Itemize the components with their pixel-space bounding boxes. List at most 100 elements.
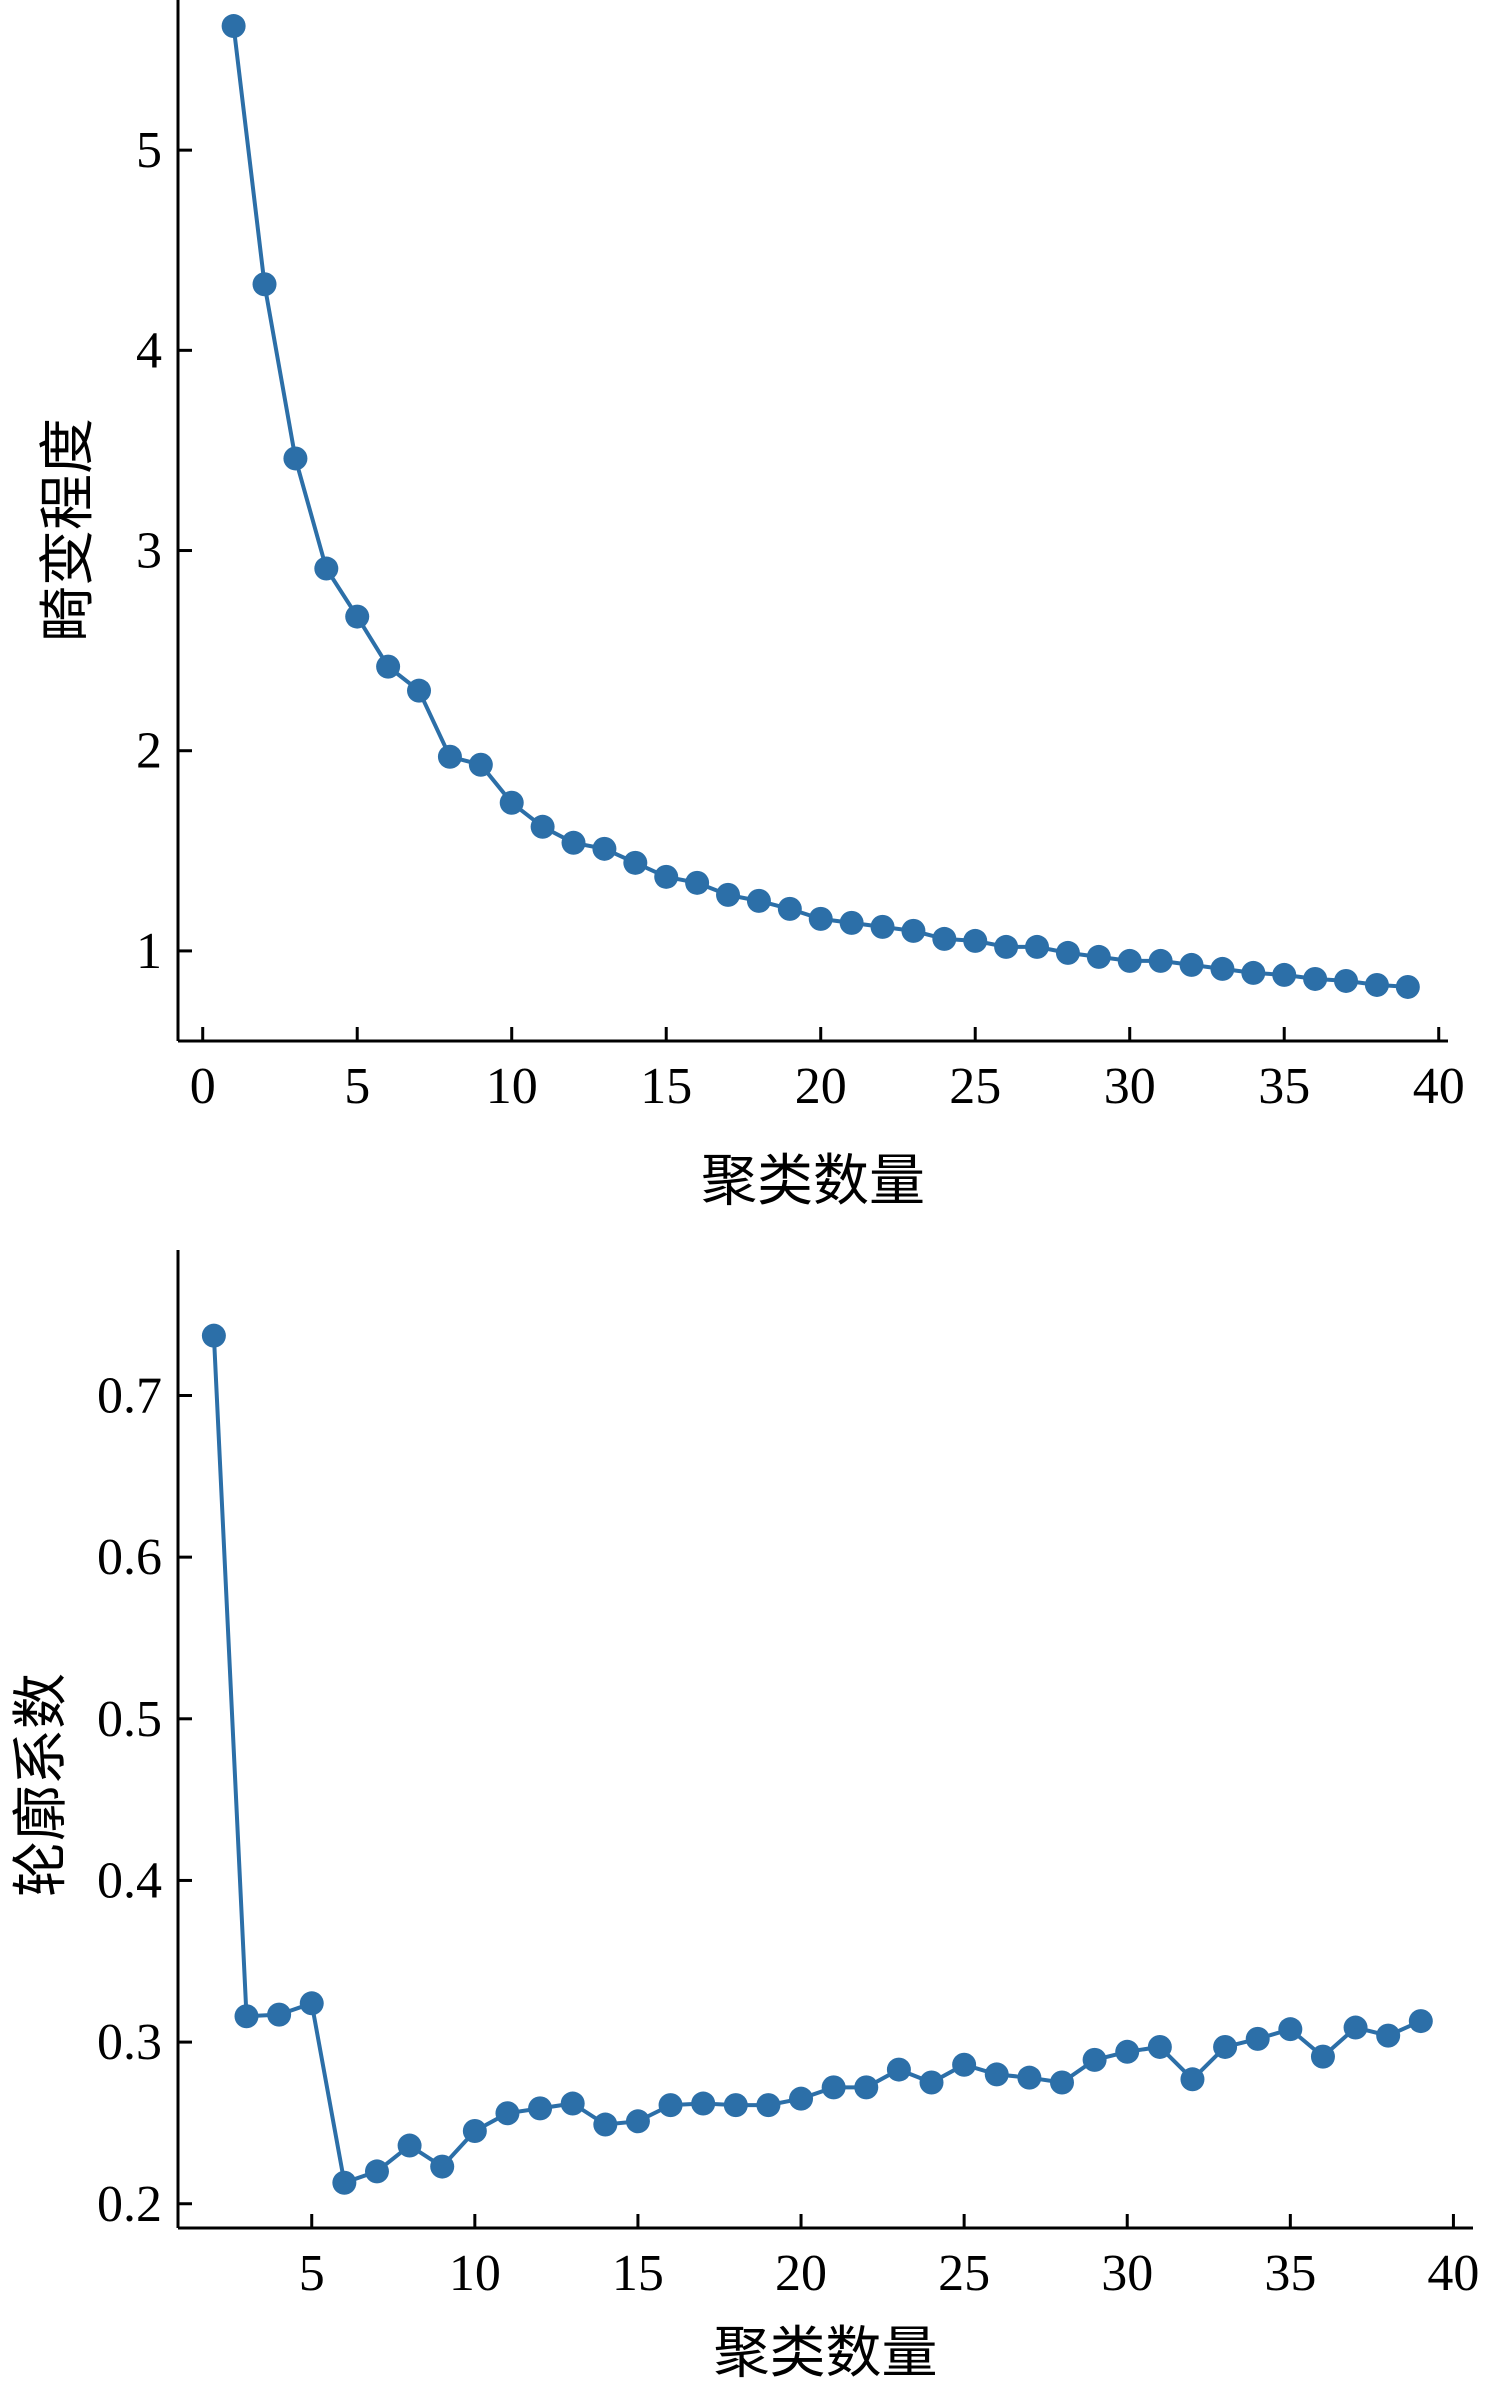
x-tick-label: 25 [949,1058,1001,1115]
data-point [963,928,988,953]
data-point [397,2133,422,2158]
y-tick-label: 0.4 [97,1852,162,1909]
data-point [691,2091,716,2116]
data-point [756,2093,781,2118]
data-point [777,896,802,921]
y-axis-title: 轮廓系数 [9,1673,74,1897]
data-point [1303,966,1328,991]
data-point [1310,2044,1335,2069]
data-point [919,2070,944,2095]
data-point [437,744,462,769]
data-point [407,678,432,703]
data-point [1408,2009,1433,2034]
y-tick-label: 2 [136,723,162,780]
data-point [462,2119,487,2144]
data-point [932,926,957,951]
data-point [901,918,926,943]
y-tick-label: 0.7 [97,1367,162,1424]
x-tick-label: 25 [938,2245,990,2302]
data-point [1180,2067,1205,2092]
data-point [1213,2034,1238,2059]
data-point [495,2101,520,2126]
data-point [430,2154,455,2179]
data-point [234,2004,259,2029]
y-axis-title: 畸变程度 [36,418,101,642]
x-tick-label: 35 [1264,2245,1316,2302]
data-point [528,2096,553,2121]
x-tick-label: 20 [775,2245,827,2302]
data-point [499,790,524,815]
y-tick-label: 0.2 [97,2176,162,2233]
data-point [886,2057,911,2082]
data-point [299,1991,324,2016]
x-tick-label: 15 [612,2245,664,2302]
data-point [592,836,617,861]
data-point [1179,952,1204,977]
data-point [723,2093,748,2118]
data-point [1241,960,1266,985]
data-point [716,882,741,907]
data-point [854,2075,879,2100]
data-point [984,2062,1009,2087]
data-point [1395,974,1420,999]
data-point [1272,962,1297,987]
series-line [231,25,1408,989]
data-point [839,910,864,935]
x-tick-label: 30 [1104,1058,1156,1115]
data-point [1343,2015,1368,2040]
data-point [332,2170,357,2195]
data-point [1210,956,1235,981]
x-tick-label: 15 [640,1058,692,1115]
data-point [623,850,648,875]
data-point [1025,934,1050,959]
data-point [201,1323,226,1348]
data-point [1117,948,1142,973]
data-point [283,446,308,471]
y-tick-label: 0.6 [97,1529,162,1586]
x-tick-label: 10 [449,2245,501,2302]
data-point [1278,2017,1303,2042]
data-point [685,870,710,895]
data-point [746,888,771,913]
y-tick-label: 0.3 [97,2014,162,2071]
x-tick-label: 40 [1427,2245,1479,2302]
data-point [1086,944,1111,969]
x-tick-label: 5 [299,2245,325,2302]
y-tick-label: 4 [136,322,162,379]
data-point [1017,2065,1042,2090]
data-point [221,14,246,39]
silhouette-chart-panel: 5 10 15 20 25 30 35 40 0.2 0.3 0.4 0.5 0.6 0.7 聚类数量 轮廓系… [9,1250,1479,2386]
data-point [808,906,833,931]
data-point [561,830,586,855]
data-point [1245,2026,1270,2051]
data-point [1148,948,1173,973]
y-tick-label: 1 [136,923,162,980]
data-point [593,2112,618,2137]
x-tick-label: 0 [190,1058,216,1115]
data-point [1115,2039,1140,2064]
data-point [1055,940,1080,965]
distortion-chart-panel: 0 5 10 15 20 25 30 35 40 1 2 3 4 5 聚类数量 畸变程度 [36,0,1465,1214]
data-point [789,2086,814,2111]
data-point [1049,2070,1074,2095]
data-point [560,2091,585,2116]
data-point [530,814,555,839]
data-point [376,654,401,679]
data-point [364,2159,389,2184]
data-point [870,914,895,939]
x-tick-label: 10 [486,1058,538,1115]
series-line [211,1335,1422,2186]
data-point [1147,2034,1172,2059]
data-point [314,556,339,581]
data-point [345,604,370,629]
data-point [821,2075,846,2100]
data-point [625,2109,650,2134]
data-point [1334,968,1359,993]
data-point [654,864,679,889]
x-tick-label: 30 [1101,2245,1153,2302]
data-point [1364,972,1389,997]
x-tick-label: 20 [795,1058,847,1115]
data-point [252,272,277,297]
y-tick-label: 3 [136,523,162,580]
